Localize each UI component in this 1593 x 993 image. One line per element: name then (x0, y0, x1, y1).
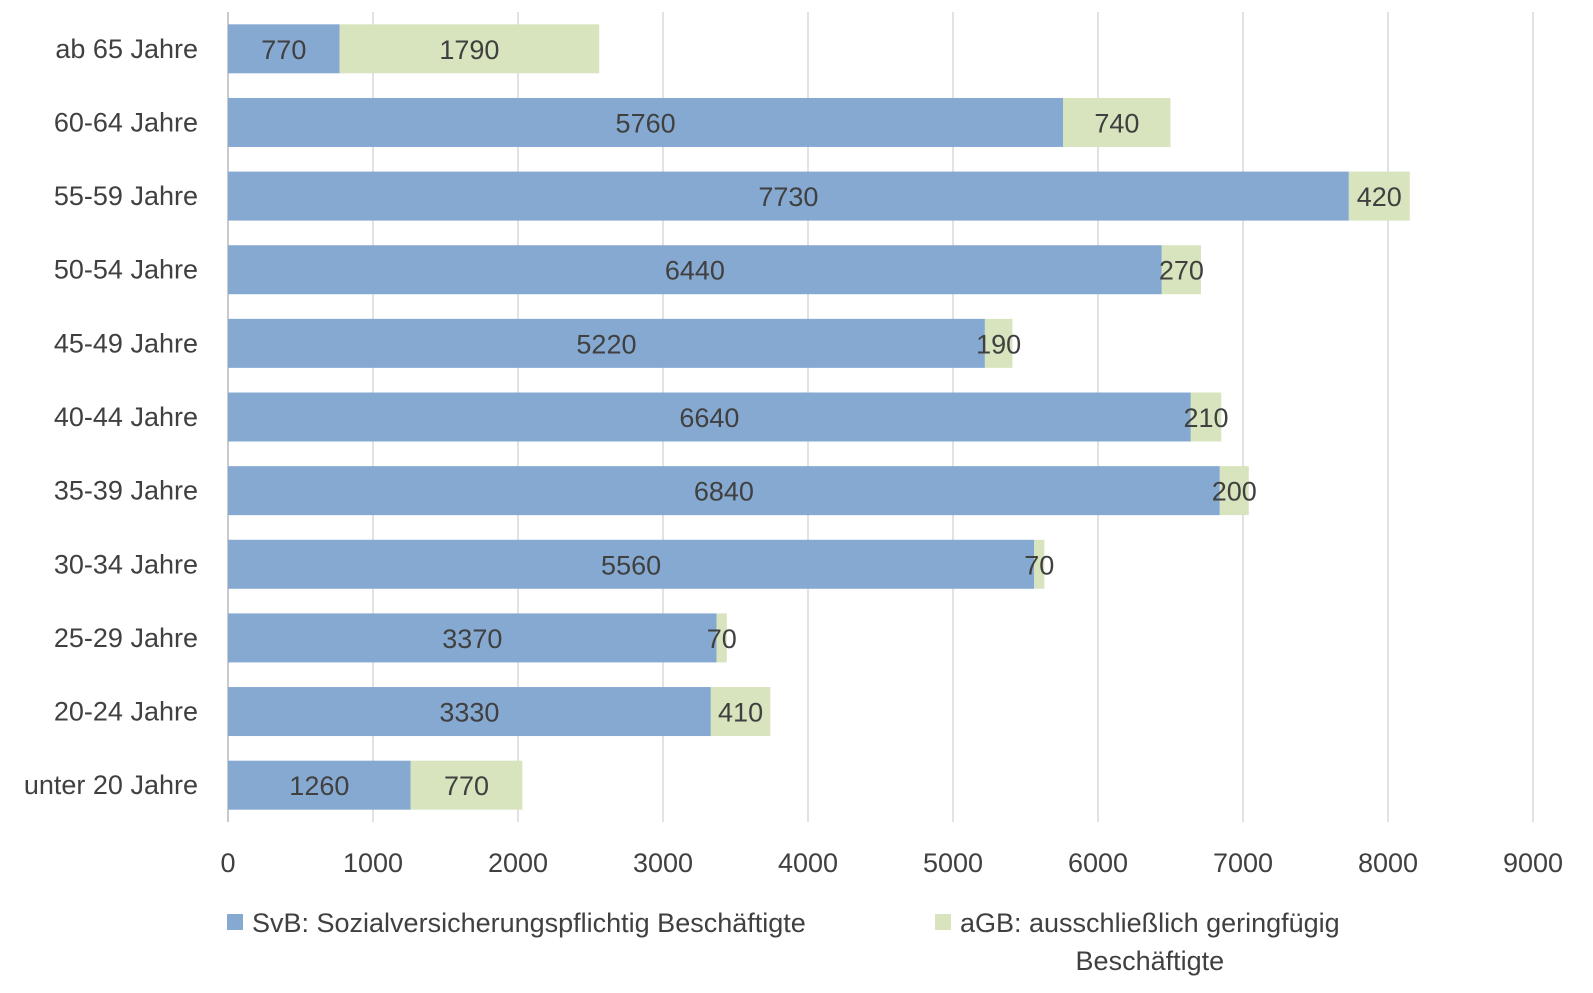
data-label-agb-4: 190 (976, 329, 1021, 359)
data-label-svb-10: 1260 (289, 771, 349, 801)
legend-item-agb: aGB: ausschließlich geringfügig Beschäft… (935, 904, 1340, 980)
category-label-0: ab 65 Jahre (55, 34, 198, 64)
x-tick-label-9000: 9000 (1503, 848, 1563, 878)
category-label-9: 20-24 Jahre (54, 697, 198, 727)
bar-agb-10 (410, 760, 523, 810)
category-label-7: 30-34 Jahre (54, 549, 198, 579)
category-label-3: 50-54 Jahre (54, 255, 198, 285)
bar-svb-6 (228, 466, 1220, 516)
data-label-svb-0: 770 (261, 35, 306, 65)
bar-svb-10 (228, 760, 411, 810)
legend-label-svb: SvB: Sozialversicherungspflichtig Beschä… (252, 908, 806, 938)
category-label-5: 40-44 Jahre (54, 402, 198, 432)
category-label-4: 45-49 Jahre (54, 328, 198, 358)
legend: SvB: Sozialversicherungspflichtig Beschä… (0, 900, 1593, 993)
data-label-agb-1: 740 (1094, 108, 1139, 138)
bar-svb-1 (228, 97, 1064, 147)
data-label-agb-0: 1790 (439, 35, 499, 65)
legend-swatch-agb (935, 914, 951, 930)
x-tick-label-7000: 7000 (1213, 848, 1273, 878)
data-label-agb-7: 70 (1024, 550, 1054, 580)
data-label-svb-3: 6440 (665, 256, 725, 286)
data-label-svb-1: 5760 (616, 108, 676, 138)
x-tick-label-8000: 8000 (1358, 848, 1418, 878)
data-label-agb-9: 410 (718, 698, 763, 728)
category-label-8: 25-29 Jahre (54, 623, 198, 653)
x-tick-label-2000: 2000 (488, 848, 548, 878)
bar-agb-3 (1161, 245, 1201, 295)
category-label-2: 55-59 Jahre (54, 181, 198, 211)
x-tick-label-5000: 5000 (923, 848, 983, 878)
data-label-agb-3: 270 (1159, 256, 1204, 286)
x-tick-label-4000: 4000 (778, 848, 838, 878)
bar-svb-4 (228, 318, 985, 368)
data-label-svb-8: 3370 (442, 624, 502, 654)
bar-agb-8 (716, 613, 727, 663)
bar-svb-2 (228, 171, 1349, 221)
data-label-agb-6: 200 (1212, 477, 1257, 507)
bar-agb-5 (1190, 392, 1222, 442)
bar-agb-2 (1348, 171, 1410, 221)
bar-agb-7 (1034, 539, 1045, 589)
legend-label-agb-line2: Beschäftigte (1075, 946, 1225, 976)
legend-swatch-svb (227, 914, 243, 930)
bar-svb-9 (228, 687, 711, 737)
bar-svb-0 (228, 24, 340, 74)
category-label-6: 35-39 Jahre (54, 476, 198, 506)
data-label-agb-5: 210 (1183, 403, 1228, 433)
data-label-agb-8: 70 (707, 624, 737, 654)
data-label-agb-2: 420 (1357, 182, 1402, 212)
bar-svb-7 (228, 539, 1035, 589)
bar-agb-4 (984, 318, 1013, 368)
bar-agb-0 (339, 24, 600, 74)
data-label-agb-10: 770 (444, 771, 489, 801)
x-tick-label-1000: 1000 (343, 848, 403, 878)
data-label-svb-6: 6840 (694, 477, 754, 507)
data-label-svb-5: 6640 (679, 403, 739, 433)
bar-agb-6 (1219, 466, 1249, 516)
x-tick-label-0: 0 (220, 848, 235, 878)
data-label-svb-9: 3330 (439, 698, 499, 728)
bar-svb-8 (228, 613, 717, 663)
category-label-10: unter 20 Jahre (24, 770, 198, 800)
legend-item-svb: SvB: Sozialversicherungspflichtig Beschä… (227, 904, 806, 942)
bar-svb-5 (228, 392, 1191, 442)
data-label-svb-7: 5560 (601, 550, 661, 580)
bar-agb-1 (1063, 97, 1171, 147)
data-label-svb-2: 7730 (758, 182, 818, 212)
x-tick-label-3000: 3000 (633, 848, 693, 878)
category-label-1: 60-64 Jahre (54, 107, 198, 137)
x-tick-label-6000: 6000 (1068, 848, 1128, 878)
legend-label-agb-line1: aGB: ausschließlich geringfügig (960, 908, 1340, 938)
bar-agb-9 (710, 687, 771, 737)
data-label-svb-4: 5220 (576, 329, 636, 359)
bar-svb-3 (228, 245, 1162, 295)
